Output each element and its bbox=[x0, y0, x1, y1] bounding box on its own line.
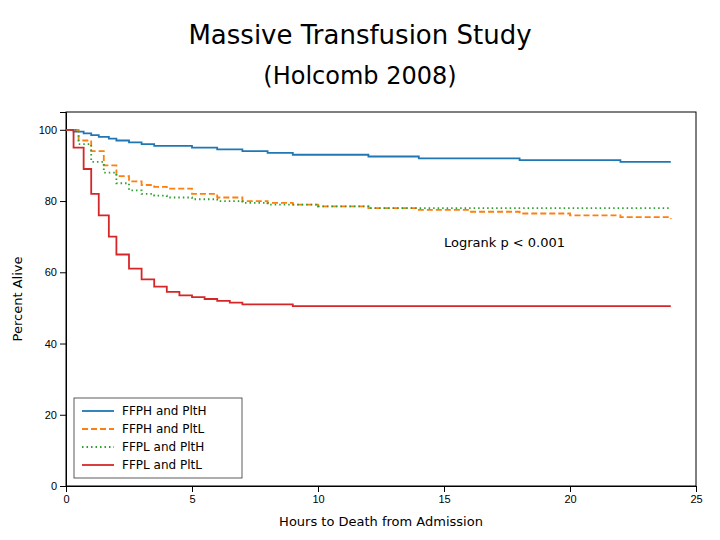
legend-item: FFPL and PltH bbox=[82, 440, 204, 454]
legend-item: FFPH and PltL bbox=[82, 422, 205, 436]
legend-swatch bbox=[82, 464, 114, 466]
x-tick-label: 25 bbox=[690, 493, 702, 505]
y-tick: 80 bbox=[45, 195, 66, 207]
legend-swatch bbox=[82, 446, 114, 448]
y-tick-label: 0 bbox=[51, 480, 57, 492]
x-tick: 10 bbox=[312, 486, 324, 505]
legend-item: FFPH and PltH bbox=[82, 404, 207, 418]
y-tick-mark bbox=[60, 486, 66, 487]
y-tick-mark bbox=[60, 415, 66, 416]
y-tick: 0 bbox=[51, 480, 66, 492]
y-tick-mark bbox=[60, 344, 66, 345]
y-tick: 100 bbox=[39, 124, 66, 136]
legend-label: FFPH and PltH bbox=[122, 404, 207, 418]
x-axis-line bbox=[67, 487, 697, 493]
series-line bbox=[66, 130, 671, 219]
x-tick-label: 5 bbox=[189, 493, 195, 505]
legend-label: FFPL and PltL bbox=[122, 458, 202, 472]
y-tick-label: 60 bbox=[45, 266, 57, 278]
y-tick-label: 40 bbox=[45, 338, 57, 350]
x-tick: 25 bbox=[690, 486, 702, 505]
x-tick: 15 bbox=[438, 486, 450, 505]
chart: Massive Transfusion Study (Holcomb 2008) 0… bbox=[0, 0, 720, 540]
x-tick-label: 20 bbox=[564, 493, 576, 505]
x-tick-label: 15 bbox=[438, 493, 450, 505]
annotation: Logrank p < 0.001 bbox=[444, 235, 565, 250]
y-tick-label: 20 bbox=[45, 409, 57, 421]
series-line bbox=[66, 130, 671, 208]
x-tick-mark bbox=[192, 486, 193, 492]
y-axis: 0 20 40 60 80 100 bbox=[39, 113, 67, 493]
x-tick-label: 10 bbox=[312, 493, 324, 505]
legend-frame bbox=[74, 398, 242, 478]
legend-swatch bbox=[82, 410, 114, 412]
x-axis: 0 5 10 15 20 25 bbox=[63, 486, 702, 505]
plot-frame bbox=[66, 112, 696, 486]
x-tick: 0 bbox=[63, 486, 69, 505]
y-tick-mark bbox=[60, 272, 66, 273]
series-line bbox=[66, 130, 671, 162]
legend-label: FFPH and PltL bbox=[122, 422, 205, 436]
x-tick: 20 bbox=[564, 486, 576, 505]
title: Massive Transfusion Study bbox=[188, 20, 531, 50]
x-tick-mark bbox=[444, 486, 445, 492]
legend-item: FFPL and PltL bbox=[82, 458, 202, 472]
x-tick-mark bbox=[318, 486, 319, 492]
y-tick: 20 bbox=[45, 409, 66, 421]
plot: 0 5 10 15 20 25 0 20 40 60 80 100 Logrank p < 0.001 F… bbox=[39, 112, 703, 505]
series-group bbox=[66, 130, 671, 306]
x-axis-label: Hours to Death from Admission bbox=[279, 514, 483, 529]
y-tick-mark bbox=[60, 130, 66, 131]
y-tick-mark bbox=[60, 201, 66, 202]
series-line bbox=[66, 130, 671, 306]
legend: FFPH and PltH FFPH and PltL FFPL and PltH F… bbox=[74, 398, 242, 478]
legend-swatch bbox=[82, 428, 114, 430]
y-axis-line bbox=[60, 113, 67, 487]
y-tick-label: 80 bbox=[45, 195, 57, 207]
y-tick: 40 bbox=[45, 338, 66, 350]
y-axis-label: Percent Alive bbox=[10, 257, 25, 342]
subtitle: (Holcomb 2008) bbox=[263, 62, 456, 90]
y-tick-label: 100 bbox=[39, 124, 57, 136]
x-tick-mark bbox=[696, 486, 697, 492]
y-tick: 60 bbox=[45, 266, 66, 278]
x-tick: 5 bbox=[189, 486, 195, 505]
legend-label: FFPL and PltH bbox=[122, 440, 204, 454]
x-tick-label: 0 bbox=[63, 493, 69, 505]
x-tick-mark bbox=[570, 486, 571, 492]
